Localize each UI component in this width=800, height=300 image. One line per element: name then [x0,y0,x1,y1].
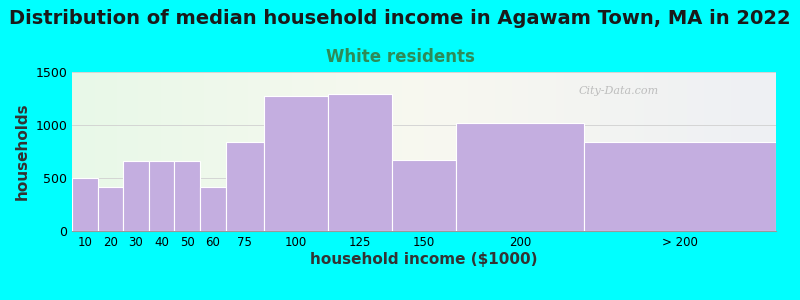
Bar [123,160,149,231]
Bar [584,142,776,231]
Bar [456,123,584,231]
Bar [149,160,174,231]
X-axis label: household income ($1000): household income ($1000) [310,252,538,267]
Bar [392,160,456,231]
Text: Distribution of median household income in Agawam Town, MA in 2022: Distribution of median household income … [9,9,791,28]
Text: City-Data.com: City-Data.com [579,86,659,96]
Bar [328,94,392,231]
Text: White residents: White residents [326,48,474,66]
Y-axis label: households: households [14,103,30,200]
Bar [174,161,200,231]
Bar [226,142,264,231]
Bar [98,187,123,231]
Bar [72,178,98,231]
Bar [264,96,328,231]
Bar [200,187,226,231]
